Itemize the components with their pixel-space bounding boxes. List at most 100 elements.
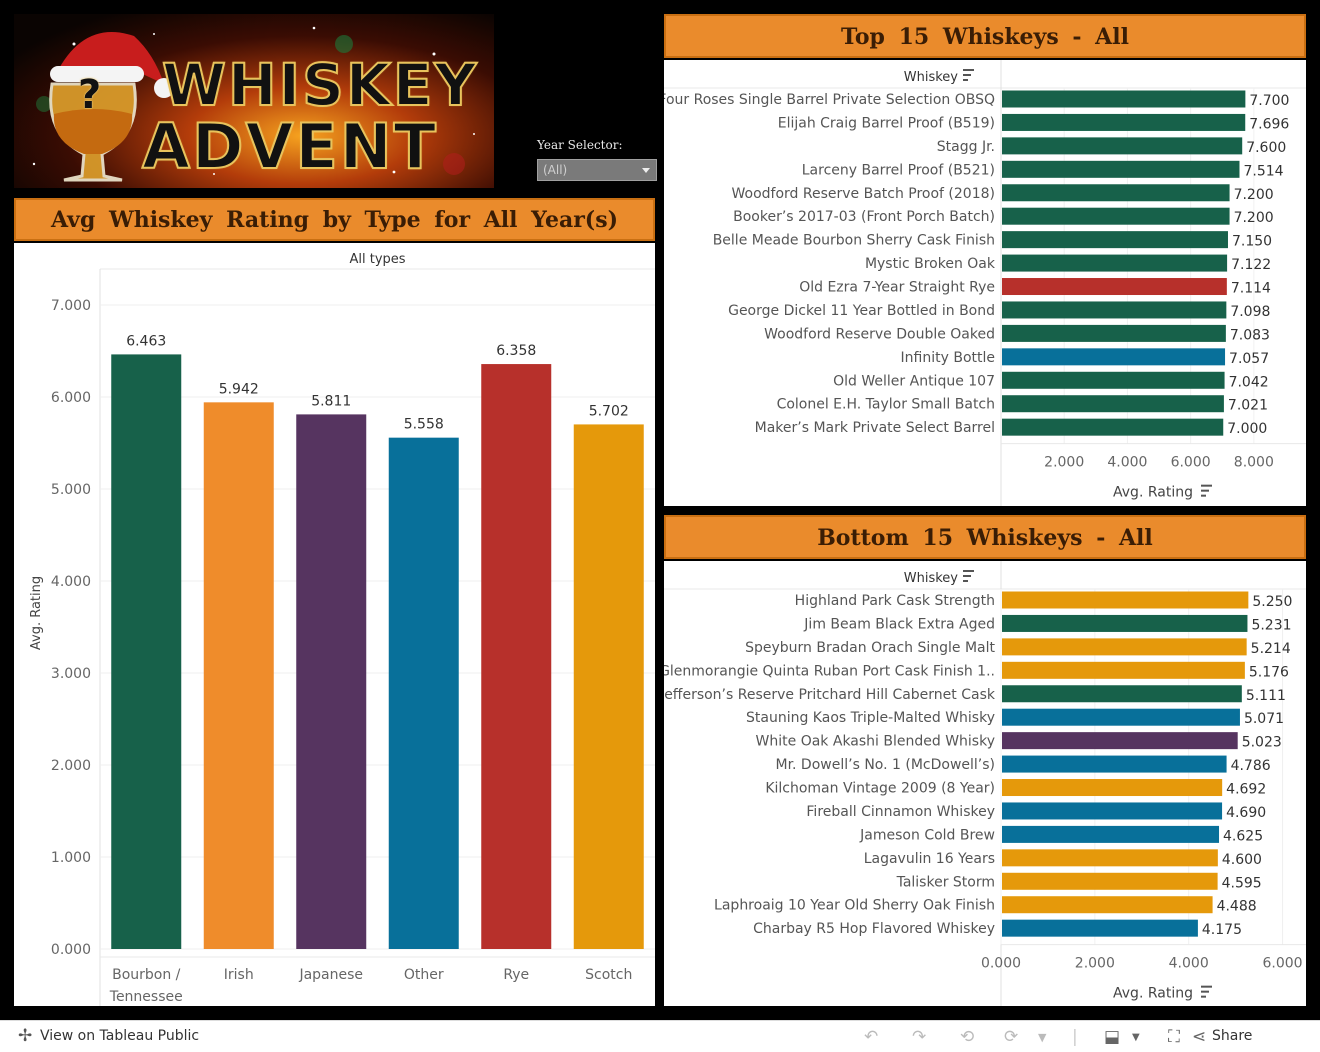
y-tick-label: 7.000 — [51, 298, 91, 314]
bottom-row-label: Highland Park Cask Strength — [795, 593, 995, 609]
sort-icon — [1201, 990, 1209, 993]
bar-value-label: 4.786 — [1231, 758, 1271, 774]
x-tick-label: Scotch — [585, 967, 632, 983]
bar — [1002, 137, 1243, 155]
bar — [1002, 207, 1230, 225]
bottom-row-label: Charbay R5 Hop Flavored Whiskey — [753, 921, 995, 937]
x-tick-label: Other — [404, 967, 444, 983]
top-row-label: Old Weller Antique 107 — [833, 373, 995, 389]
x-axis-title: Avg. Rating — [1113, 485, 1193, 501]
bar — [1002, 661, 1245, 679]
bar — [1002, 371, 1225, 389]
bottom-row-label: Jim Beam Black Extra Aged — [803, 616, 995, 632]
sort-icon — [1201, 484, 1212, 487]
y-tick-label: 3.000 — [51, 666, 91, 682]
sort-icon — [1201, 489, 1209, 492]
bar — [1002, 732, 1238, 750]
year-selector-label: Year Selector: — [537, 138, 623, 152]
redo-icon[interactable]: ↷ — [912, 1027, 927, 1047]
bar-value-label: 7.600 — [1246, 140, 1286, 156]
top-row-label: Belle Meade Bourbon Sherry Cask Finish — [713, 233, 995, 249]
bar-value-label: 7.098 — [1230, 304, 1270, 320]
bottom-row-label: Mr. Dowell’s No. 1 (McDowell’s) — [775, 757, 995, 773]
bar — [1002, 849, 1218, 867]
x-tick-label: Bourbon / — [112, 967, 181, 983]
bar — [1002, 779, 1223, 797]
share-button[interactable]: Share — [1212, 1028, 1253, 1044]
top-row-label: Elijah Craig Barrel Proof (B519) — [778, 115, 995, 131]
x-tick-label: Tennessee — [109, 989, 183, 1005]
top-row-label: George Dickel 11 Year Bottled in Bond — [728, 303, 995, 319]
download-icon[interactable]: ⬓ — [1104, 1027, 1121, 1047]
fullscreen-icon[interactable]: ⛶ — [1168, 1027, 1180, 1047]
bar-value-label: 5.942 — [219, 381, 259, 397]
dropdown-icon[interactable]: ▼ — [1038, 1031, 1047, 1044]
top-row-label: Woodford Reserve Double Oaked — [764, 326, 995, 342]
bar-value-label: 7.000 — [1227, 421, 1267, 437]
sort-icon — [1201, 995, 1206, 998]
view-on-tableau-link[interactable]: View on Tableau Public — [40, 1028, 200, 1044]
share-icon[interactable]: ⋖ — [1192, 1027, 1207, 1047]
top-column-header: Whiskey — [904, 70, 959, 85]
bar — [1002, 324, 1226, 342]
bar — [1002, 614, 1248, 632]
x-tick-label: 0.000 — [981, 956, 1021, 972]
bottom-row-label: Speyburn Bradan Orach Single Malt — [745, 640, 995, 656]
top-row-label: Four Roses Single Barrel Private Selecti… — [664, 92, 995, 108]
bar-value-label: 4.595 — [1222, 875, 1262, 891]
bar-value-label: 5.023 — [1242, 735, 1282, 751]
bar-value-label: 5.811 — [311, 393, 351, 409]
type-chart-banner: Avg Whiskey Rating by Type for All Year(… — [14, 198, 655, 241]
bar-value-label: 7.083 — [1230, 327, 1270, 343]
top-whiskeys-chart: Whiskey 2.000 4.000 6.000 8.000 Four Roses Si… — [658, 60, 1306, 506]
x-tick-label: 8.000 — [1234, 455, 1274, 471]
bottom-row-label: Talisker Storm — [896, 874, 995, 890]
bar-value-label: 7.200 — [1234, 210, 1274, 226]
bar-value-label: 7.696 — [1249, 116, 1289, 132]
bar — [1002, 802, 1223, 820]
bar-value-label: 4.175 — [1202, 922, 1242, 938]
bottom-row-label: Jefferson’s Reserve Pritchard Hill Caber… — [664, 687, 996, 703]
bar-value-label: 5.558 — [404, 417, 444, 433]
bar — [1002, 872, 1218, 890]
bottom-whiskeys-chart: Whiskey 0.000 2.000 4.000 6.000 Highland Park… — [659, 561, 1306, 1007]
revert-icon[interactable]: ⟲ — [960, 1027, 975, 1047]
bar-value-label: 7.057 — [1229, 351, 1269, 367]
bar — [1002, 254, 1228, 272]
bottom-row-label: Glenmorangie Quinta Ruban Port Cask Fini… — [664, 663, 995, 679]
y-axis-title: Avg. Rating — [29, 576, 44, 650]
bar — [1002, 113, 1246, 131]
year-selector-value: (All) — [543, 163, 568, 177]
divider: | — [1072, 1027, 1078, 1047]
sort-icon — [963, 575, 971, 577]
type-chart-panel: All types 0.000 1.000 2.000 3.000 4.000 5.000 6… — [14, 243, 655, 1006]
refresh-icon[interactable]: ⟳ — [1004, 1027, 1019, 1047]
bar-value-label: 4.690 — [1226, 805, 1266, 821]
sort-icon — [963, 580, 968, 582]
undo-icon[interactable]: ↶ — [864, 1027, 879, 1047]
top-row-label: Maker’s Mark Private Select Barrel — [755, 420, 995, 436]
x-tick-label: 2.000 — [1044, 455, 1084, 471]
bar-value-label: 7.700 — [1249, 93, 1289, 109]
bar-value-label: 5.214 — [1251, 641, 1291, 657]
bar — [1002, 395, 1224, 413]
bar-value-label: 5.111 — [1246, 688, 1286, 704]
top-row-label: Mystic Broken Oak — [865, 256, 996, 272]
sort-icon — [963, 570, 974, 572]
year-selector-dropdown[interactable]: (All) — [537, 159, 657, 181]
tableau-logo-icon: ✢ — [18, 1026, 33, 1046]
bar — [1002, 825, 1220, 843]
bar — [111, 354, 182, 949]
bar-value-label: 4.692 — [1226, 782, 1266, 798]
y-tick-label: 1.000 — [51, 850, 91, 866]
bar-value-label: 7.122 — [1231, 257, 1271, 273]
bottom-chart-panel: Whiskey 0.000 2.000 4.000 6.000 Highland Park… — [659, 561, 1306, 1007]
bar — [1002, 685, 1242, 703]
top-row-label: Old Ezra 7-Year Straight Rye — [799, 280, 995, 296]
bar — [1002, 278, 1227, 296]
download-dropdown-icon[interactable]: ▼ — [1132, 1032, 1140, 1043]
type-bar-chart: All types 0.000 1.000 2.000 3.000 4.000 5.000 6… — [29, 252, 655, 1006]
bar — [1002, 348, 1226, 366]
bar-value-label: 6.463 — [126, 333, 166, 349]
x-tick-label: 4.000 — [1169, 956, 1209, 972]
